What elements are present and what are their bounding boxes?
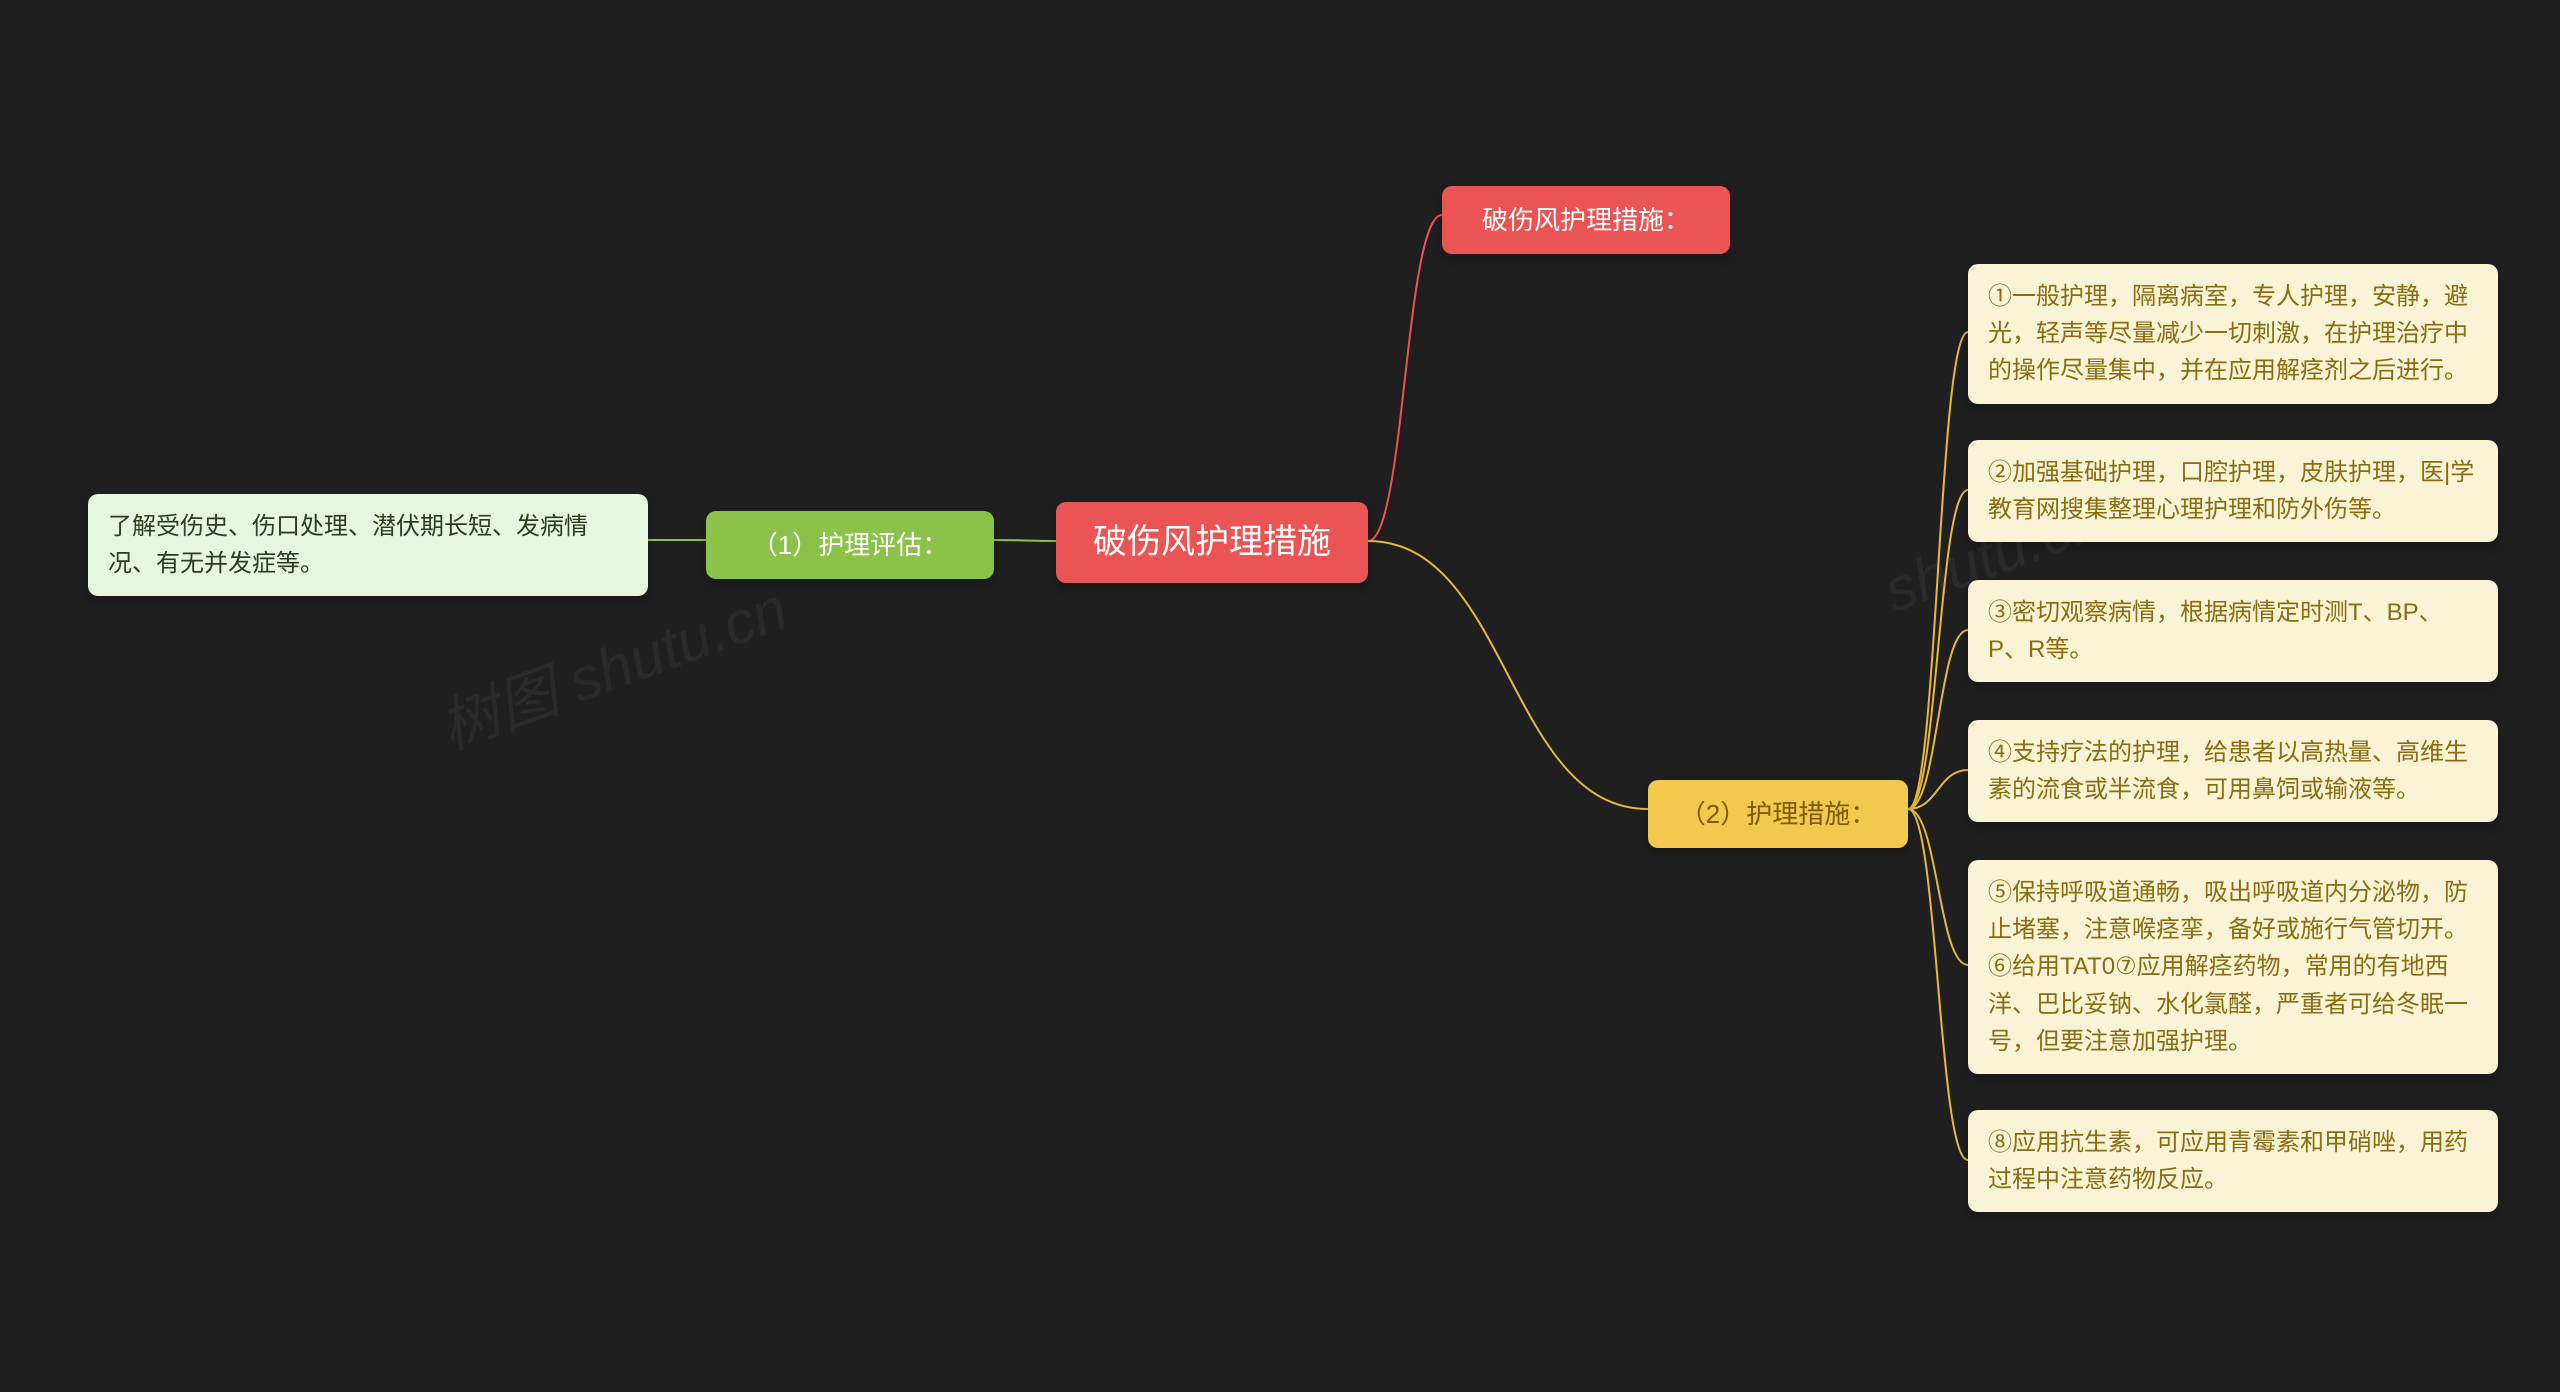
node-measure-5: ⑤保持呼吸道通畅，吸出呼吸道内分泌物，防止堵塞，注意喉痉挛，备好或施行气管切开。… (1968, 860, 2498, 1074)
node-measure-1: ①一般护理，隔离病室，专人护理，安静，避光，轻声等尽量减少一切刺激，在护理治疗中… (1968, 264, 2498, 404)
node-measure-3: ③密切观察病情，根据病情定时测T、BP、P、R等。 (1968, 580, 2498, 682)
node-assessment-detail: 了解受伤史、伤口处理、潜伏期长短、发病情况、有无并发症等。 (88, 494, 648, 596)
node-measures-branch: （2）护理措施： (1648, 780, 1908, 848)
node-measure-6: ⑧应用抗生素，可应用青霉素和甲硝唑，用药过程中注意药物反应。 (1968, 1110, 2498, 1212)
node-measures-title: 破伤风护理措施： (1442, 186, 1730, 254)
node-measure-2: ②加强基础护理，口腔护理，皮肤护理，医|学教育网搜集整理心理护理和防外伤等。 (1968, 440, 2498, 542)
node-assessment-branch: （1）护理评估： (706, 511, 994, 579)
node-measure-4: ④支持疗法的护理，给患者以高热量、高维生素的流食或半流食，可用鼻饲或输液等。 (1968, 720, 2498, 822)
node-root: 破伤风护理措施 (1056, 502, 1368, 583)
